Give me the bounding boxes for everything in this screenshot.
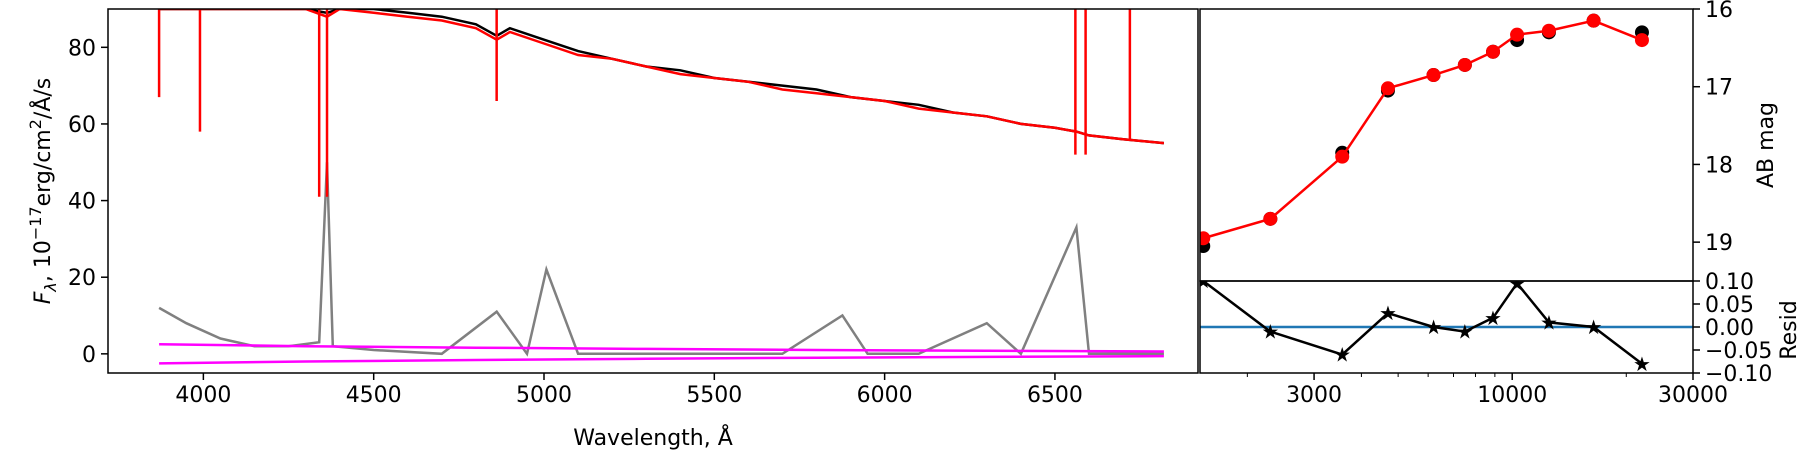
spectrum-y-tick-label-4: 80 (68, 36, 96, 61)
residual-star-marker-10: ★ (1633, 352, 1651, 376)
model-mag-point-10 (1634, 33, 1649, 48)
residual-y-tick-label-4: −0.10 (1705, 362, 1772, 387)
sed-magnitude-panel: 16 17 18 19 AB mag (1199, 0, 1779, 282)
residual-star-marker-7: ★ (1508, 271, 1526, 295)
spectrum-series-3 (159, 343, 1164, 353)
spectrum-x-tick-label-0: 4000 (175, 383, 231, 408)
residual-panel: ★★★★★ ★★★★ ★★ 3000 10000 30000 0.100.050.00−… (1194, 269, 1800, 408)
residual-star-marker-6: ★ (1484, 306, 1502, 330)
spectrum-x-tick-label-2: 5000 (516, 383, 572, 408)
model-mag-point-1 (1263, 211, 1278, 226)
residual-star-marker-3: ★ (1379, 301, 1397, 325)
residual-y-tick-label-2: 0.00 (1705, 316, 1754, 341)
sed-panel-frame (1199, 8, 1694, 282)
residual-star-marker-4: ★ (1425, 315, 1443, 339)
residual-y-tick-label-1: 0.05 (1705, 293, 1754, 318)
residual-star-marker-2: ★ (1333, 343, 1351, 367)
spectrum-panel: 4000 4500 5000 5500 6000 6500 0 20 40 60 80 Wavel… (26, 8, 1199, 450)
model-mag-point-8 (1541, 23, 1556, 38)
residual-star-marker-8: ★ (1540, 310, 1558, 334)
residual-star-marker-1: ★ (1261, 320, 1279, 344)
sed-y-tick-label-3: 19 (1705, 231, 1733, 256)
model-mag-point-5 (1457, 57, 1472, 72)
spectrum-x-axis-label: Wavelength, Å (573, 424, 733, 450)
model-mag-point-6 (1486, 44, 1501, 59)
model-mag-line (1202, 19, 1643, 240)
sed-y-tick-label-0: 16 (1705, 0, 1733, 23)
spectrum-y-tick-label-0: 0 (82, 343, 96, 368)
model-mag-point-4 (1426, 68, 1441, 83)
spectrum-panel-frame (107, 8, 1199, 374)
spectrum-x-tick-label-1: 4500 (346, 383, 402, 408)
spectrum-y-axis-label: Fλ, 10−17erg/cm2/Å/s (26, 78, 60, 305)
spectrum-y-tick-label-1: 20 (68, 266, 96, 291)
spectrum-x-tick-label-5: 6500 (1027, 383, 1083, 408)
spectrum-x-tick-label-4: 6000 (857, 383, 913, 408)
model-mag-point-9 (1586, 13, 1601, 28)
residual-x-tick-label-1: 10000 (1477, 383, 1547, 408)
residual-star-marker-0: ★ (1194, 269, 1212, 293)
model-mag-point-7 (1510, 27, 1525, 42)
spectrum-y-tick-label-3: 60 (68, 113, 96, 138)
spectrum-series-1 (159, 9, 1165, 145)
residual-x-tick-label-0: 3000 (1286, 383, 1342, 408)
residual-star-marker-5: ★ (1456, 320, 1474, 344)
sed-y-tick-label-1: 17 (1705, 76, 1733, 101)
residual-y-axis-label: Resid (1777, 300, 1800, 359)
sed-y-tick-label-2: 18 (1705, 153, 1733, 178)
model-mag-point-0 (1200, 231, 1211, 246)
residual-y-tick-label-3: −0.05 (1705, 339, 1772, 364)
model-mag-point-3 (1380, 81, 1395, 96)
spectrum-series-2 (158, 162, 1164, 357)
spectrum-y-tick-label-2: 40 (68, 190, 96, 215)
spectrum-x-tick-label-3: 5500 (686, 383, 742, 408)
residual-y-tick-label-0: 0.10 (1705, 270, 1754, 295)
spectrum-series-4 (159, 354, 1164, 365)
residual-line (1202, 281, 1643, 365)
residual-x-tick-label-2: 30000 (1658, 383, 1728, 408)
model-mag-point-2 (1335, 149, 1350, 164)
sed-y-axis-label: AB mag (1754, 102, 1779, 188)
residual-star-marker-9: ★ (1585, 315, 1603, 339)
